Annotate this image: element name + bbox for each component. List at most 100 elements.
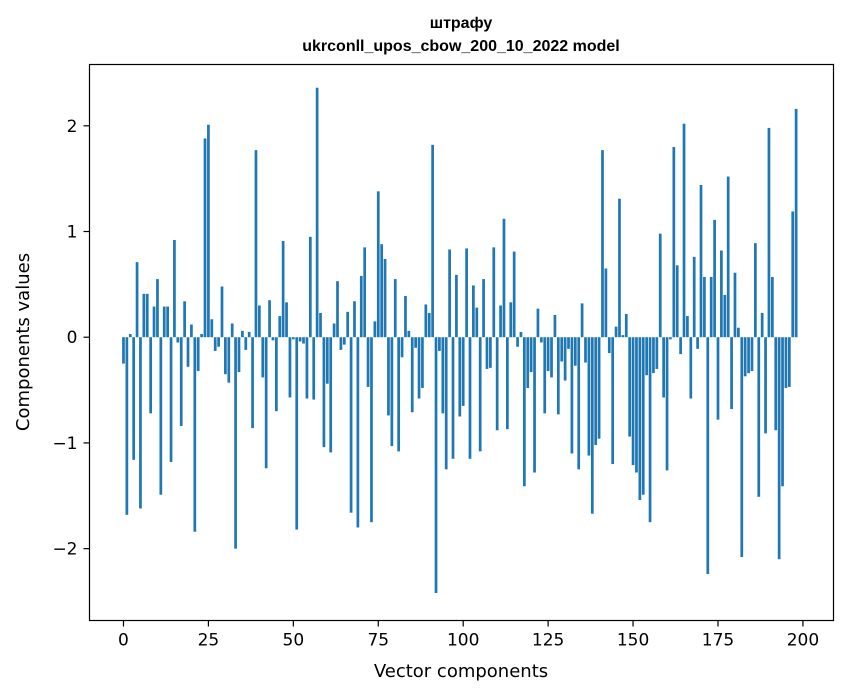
bar	[383, 258, 387, 338]
bar	[237, 337, 241, 373]
bar	[455, 274, 458, 338]
bar	[196, 337, 200, 372]
bar	[132, 337, 136, 460]
bar	[757, 337, 761, 497]
bar	[784, 337, 788, 388]
bar	[495, 337, 499, 431]
bar	[699, 185, 703, 338]
x-tick-label: 175	[702, 631, 734, 651]
bar	[601, 150, 604, 338]
x-ticks-group: 0 25 50 75 100 125 150 175 200	[118, 620, 819, 651]
bar	[665, 337, 669, 471]
bar	[631, 337, 635, 466]
bar	[628, 337, 632, 437]
bar	[247, 331, 251, 338]
bar	[421, 337, 424, 388]
bar	[376, 191, 380, 338]
bar	[128, 334, 132, 338]
bar	[546, 337, 550, 372]
bar	[475, 307, 479, 338]
bar	[322, 337, 326, 448]
bar	[499, 305, 502, 338]
chart-subtitle: ukrconll_upos_cbow_200_10_2022 model	[302, 38, 619, 55]
bar	[203, 138, 207, 338]
bar	[716, 337, 720, 420]
bar	[387, 337, 390, 416]
y-ticks-group: −2 −1 0 1 2	[52, 117, 90, 560]
bar	[635, 337, 638, 473]
chart-title: штрафу	[430, 15, 493, 32]
bar	[244, 337, 248, 350]
bar	[468, 337, 472, 459]
bar	[584, 337, 587, 363]
bar	[217, 337, 220, 347]
bar	[366, 337, 370, 387]
bar	[373, 321, 377, 338]
bar	[750, 337, 754, 372]
bar	[519, 331, 523, 338]
bar	[560, 337, 564, 362]
bar	[543, 337, 547, 414]
x-tick-label: 50	[283, 631, 305, 651]
x-tick-label: 200	[787, 631, 819, 651]
bar	[458, 337, 462, 417]
bar	[648, 337, 652, 523]
bar	[770, 276, 774, 338]
bar	[339, 337, 343, 350]
bar	[522, 337, 526, 487]
bar	[570, 337, 574, 454]
bar	[122, 337, 125, 364]
bar	[737, 327, 740, 338]
y-tick-label: 2	[67, 117, 78, 137]
bar	[200, 334, 203, 338]
x-tick-label: 100	[447, 631, 479, 651]
bar	[726, 176, 730, 338]
bar	[713, 219, 716, 338]
bar	[580, 303, 584, 338]
x-tick-label: 0	[118, 631, 129, 651]
bar	[590, 337, 594, 514]
bar	[298, 337, 302, 342]
bar	[485, 337, 489, 369]
bar	[692, 256, 696, 338]
y-tick-label: −1	[52, 434, 77, 454]
bar	[444, 337, 448, 470]
bar	[489, 337, 492, 368]
bar	[482, 279, 485, 338]
bar	[254, 150, 258, 338]
bar	[533, 337, 536, 473]
bar	[641, 337, 645, 495]
bar	[516, 337, 519, 347]
bar	[336, 281, 339, 338]
bar	[618, 198, 621, 338]
bar	[186, 337, 190, 367]
bar	[424, 304, 428, 338]
bar	[308, 236, 312, 338]
bar	[502, 218, 506, 338]
bar	[689, 337, 693, 399]
bar	[390, 337, 394, 447]
bar	[278, 316, 282, 338]
bar	[723, 294, 727, 338]
bar	[410, 337, 414, 413]
bar	[261, 337, 265, 378]
bar	[353, 301, 356, 338]
bar	[478, 337, 482, 452]
bar	[190, 324, 193, 338]
bar	[706, 337, 710, 574]
bar	[349, 337, 353, 513]
bar	[611, 337, 615, 465]
x-tick-label: 75	[367, 631, 389, 651]
bar	[193, 337, 197, 532]
bar	[356, 337, 360, 528]
bar	[332, 323, 336, 338]
bar	[621, 335, 625, 338]
bar	[472, 285, 475, 338]
bar	[733, 272, 737, 338]
bar	[152, 306, 156, 338]
bar	[288, 337, 292, 398]
bar	[709, 276, 713, 338]
bar	[125, 337, 129, 515]
bar	[587, 337, 591, 456]
